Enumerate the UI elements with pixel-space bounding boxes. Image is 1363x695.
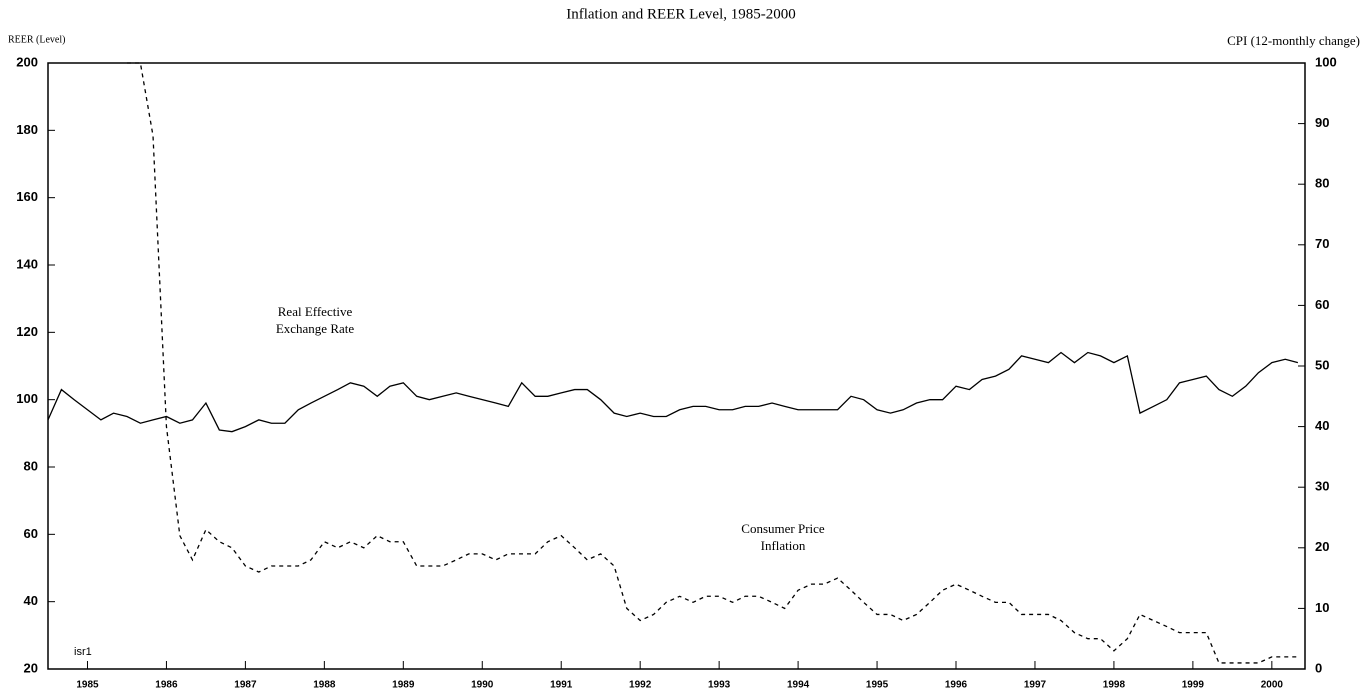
y-tick-label: 80	[24, 458, 38, 473]
x-tick-label: 1997	[1024, 680, 1047, 691]
y-tick-label: 40	[24, 593, 38, 608]
x-tick-label: 1988	[313, 680, 336, 691]
x-tick-label: 1986	[155, 680, 178, 691]
series-line	[47, 351, 1299, 433]
plot-frame	[47, 62, 1306, 670]
y-tick-label: 60	[24, 526, 38, 541]
x-tick-label: 1994	[787, 680, 810, 691]
x-tick-label: 1999	[1182, 680, 1205, 691]
y2-tick-label: 40	[1315, 418, 1329, 433]
annotation: Inflation	[761, 538, 806, 553]
y2-tick-label: 10	[1315, 600, 1329, 615]
x-tick-label: 1993	[708, 680, 731, 691]
x-tick-label: 1995	[866, 680, 889, 691]
x-tick-label: 1996	[945, 680, 968, 691]
y-axis-label: REER (Level)	[8, 34, 65, 45]
y-tick-label: 120	[16, 324, 38, 339]
series-line	[126, 62, 1298, 664]
y2-tick-label: 60	[1315, 297, 1329, 312]
y-tick-label: 160	[16, 189, 38, 204]
x-tick-label: 1992	[629, 680, 652, 691]
annotation: Real Effective	[278, 304, 353, 319]
x-tick-label: 1991	[550, 680, 573, 691]
y2-tick-label: 90	[1315, 115, 1329, 130]
x-tick-label: 1985	[76, 680, 99, 691]
y-tick-label: 100	[16, 391, 38, 406]
y2-axis-label: CPI (12-monthly change)	[1227, 33, 1360, 48]
y-tick-label: 20	[24, 660, 38, 675]
y-tick-label: 140	[16, 256, 38, 271]
y2-tick-label: 20	[1315, 539, 1329, 554]
annotation: Consumer Price	[741, 521, 825, 536]
y-tick-label: 180	[16, 122, 38, 137]
annotation: isr1	[74, 646, 92, 658]
annotation: Exchange Rate	[276, 321, 355, 336]
x-tick-label: 2000	[1261, 680, 1284, 691]
x-tick-label: 1989	[392, 680, 415, 691]
y2-tick-label: 0	[1315, 660, 1322, 675]
x-tick-label: 1990	[471, 680, 494, 691]
y2-tick-label: 70	[1315, 236, 1329, 251]
x-tick-label: 1987	[234, 680, 257, 691]
y2-tick-label: 80	[1315, 176, 1329, 191]
chart-title: Inflation and REER Level, 1985-2000	[566, 6, 796, 22]
y2-tick-label: 50	[1315, 357, 1329, 372]
y2-tick-label: 100	[1315, 54, 1337, 69]
x-tick-label: 1998	[1103, 680, 1126, 691]
y-tick-label: 200	[16, 54, 38, 69]
y2-tick-label: 30	[1315, 479, 1329, 494]
